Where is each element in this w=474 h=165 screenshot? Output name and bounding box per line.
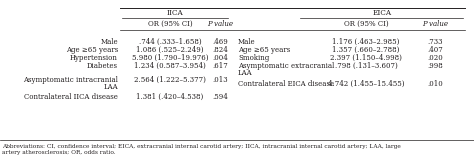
Text: P value: P value xyxy=(422,20,448,28)
Text: .010: .010 xyxy=(427,80,443,88)
Text: Abbreviations: CI, confidence interval; EICA, extracranial internal carotid arte: Abbreviations: CI, confidence interval; … xyxy=(2,144,401,155)
Text: LAA: LAA xyxy=(103,83,118,91)
Text: Male: Male xyxy=(100,38,118,46)
Text: Asymptomatic intracranial: Asymptomatic intracranial xyxy=(23,76,118,84)
Text: 1.381 (.420–4.538): 1.381 (.420–4.538) xyxy=(137,93,204,101)
Text: Asymptomatic extracranial: Asymptomatic extracranial xyxy=(238,62,334,70)
Text: Contralateral IICA disease: Contralateral IICA disease xyxy=(24,93,118,101)
Text: P value: P value xyxy=(207,20,233,28)
Text: .004: .004 xyxy=(212,54,228,62)
Text: OR (95% CI): OR (95% CI) xyxy=(344,20,388,28)
Text: 2.397 (1.150–4.998): 2.397 (1.150–4.998) xyxy=(330,54,402,62)
Text: .733: .733 xyxy=(427,38,443,46)
Text: .798 (.131–3.607): .798 (.131–3.607) xyxy=(335,62,397,70)
Text: .824: .824 xyxy=(212,46,228,54)
Text: 2.564 (1.222–5.377): 2.564 (1.222–5.377) xyxy=(134,76,206,84)
Text: 5.980 (1.790–19.976): 5.980 (1.790–19.976) xyxy=(132,54,208,62)
Text: 1.357 (.660–2.788): 1.357 (.660–2.788) xyxy=(332,46,400,54)
Text: IICA: IICA xyxy=(167,9,183,17)
Text: 1.234 (0.587–3.954): 1.234 (0.587–3.954) xyxy=(134,62,206,70)
Text: Age ≥65 years: Age ≥65 years xyxy=(66,46,118,54)
Text: .013: .013 xyxy=(212,76,228,84)
Text: Diabetes: Diabetes xyxy=(87,62,118,70)
Text: Age ≥65 years: Age ≥65 years xyxy=(238,46,290,54)
Text: .998: .998 xyxy=(427,62,443,70)
Text: EICA: EICA xyxy=(373,9,392,17)
Text: .020: .020 xyxy=(427,54,443,62)
Text: 1.086 (.525–2.249): 1.086 (.525–2.249) xyxy=(136,46,204,54)
Text: .469: .469 xyxy=(212,38,228,46)
Text: .594: .594 xyxy=(212,93,228,101)
Text: Smoking: Smoking xyxy=(238,54,269,62)
Text: Hypertension: Hypertension xyxy=(70,54,118,62)
Text: 1.176 (.463–2.985): 1.176 (.463–2.985) xyxy=(332,38,400,46)
Text: .744 (.333–1.658): .744 (.333–1.658) xyxy=(139,38,201,46)
Text: Male: Male xyxy=(238,38,255,46)
Text: .407: .407 xyxy=(427,46,443,54)
Text: Contralateral EICA disease: Contralateral EICA disease xyxy=(238,80,334,88)
Text: .617: .617 xyxy=(212,62,228,70)
Text: OR (95% CI): OR (95% CI) xyxy=(148,20,192,28)
Text: LAA: LAA xyxy=(238,69,253,77)
Text: 4.742 (1.455–15.455): 4.742 (1.455–15.455) xyxy=(328,80,404,88)
